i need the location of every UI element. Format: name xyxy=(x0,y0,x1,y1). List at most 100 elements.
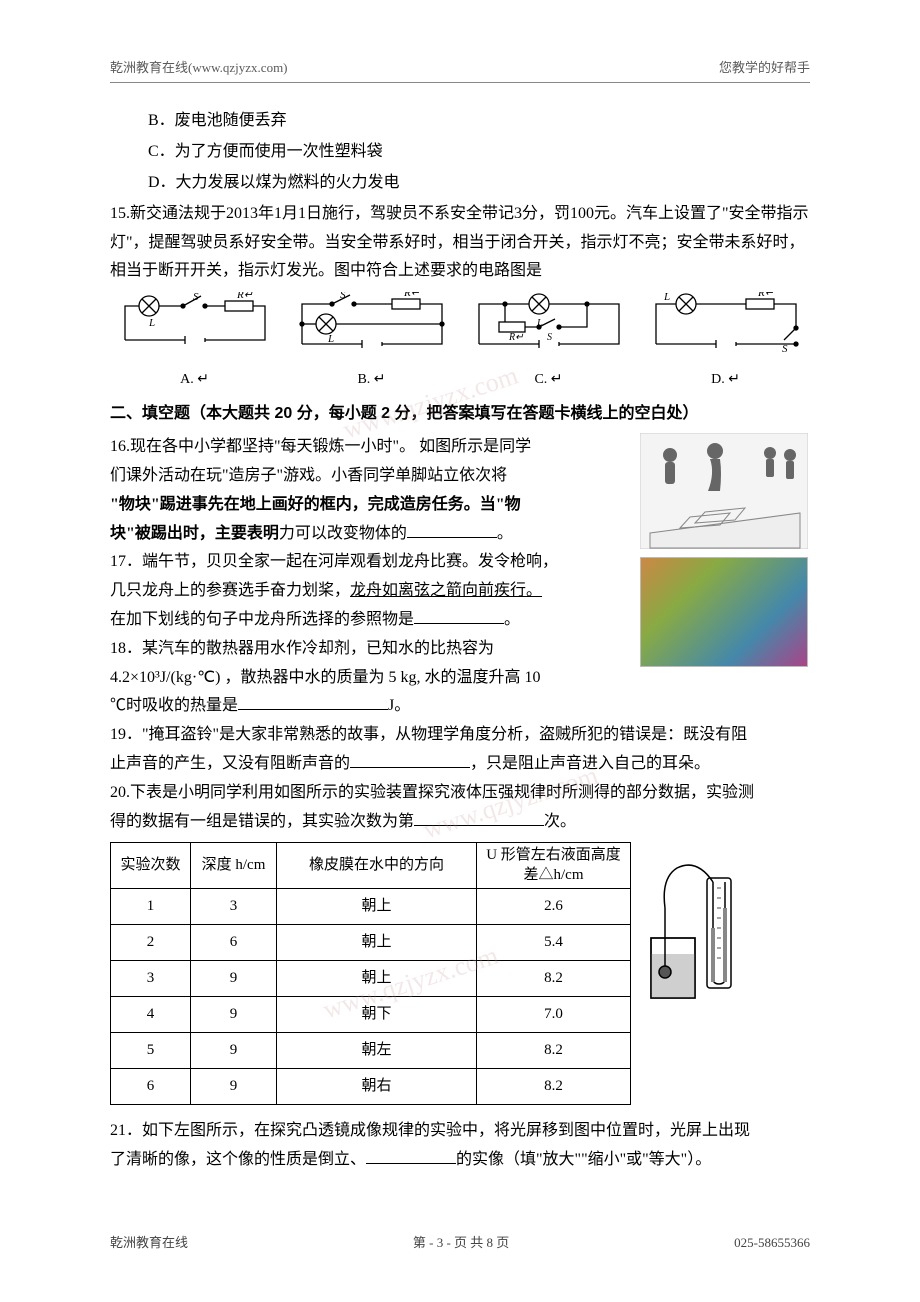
circuit-b: S R↵ L B. ↵ xyxy=(287,292,456,392)
circuit-d: L R↵ S D. ↵ xyxy=(641,292,810,392)
table-cell: 朝左 xyxy=(277,1033,477,1069)
q17-line3: 在加下划线的句子中龙舟所选择的参照物是。 xyxy=(110,606,630,635)
q20-blank xyxy=(414,810,544,826)
table-row: 59朝左8.2 xyxy=(111,1033,631,1069)
table-cell: 朝右 xyxy=(277,1069,477,1105)
table-cell: 3 xyxy=(191,889,277,925)
table-cell: 朝上 xyxy=(277,889,477,925)
header-divider xyxy=(110,82,810,83)
q14-option-d: D．大力发展以煤为燃料的火力发电 xyxy=(110,169,810,198)
table-cell: 朝上 xyxy=(277,961,477,997)
header-right: 您教学的好帮手 xyxy=(719,56,810,79)
text-column: 16.现在各中小学都坚持"每天锻炼一小时"。 如图所示是同学 们课外活动在玩"造… xyxy=(110,433,630,721)
table-cell: 8.2 xyxy=(477,1033,631,1069)
q19-line2: 止声音的产生，又没有阻断声音的，只是阻止声音进入自己的耳朵。 xyxy=(110,750,810,779)
circuit-a: L S R↵ A. ↵ xyxy=(110,292,279,392)
q20-data-table: 实验次数 深度 h/cm 橡皮膜在水中的方向 U 形管左右液面高度差△h/cm … xyxy=(110,842,631,1105)
table-cell: 7.0 xyxy=(477,997,631,1033)
circuit-b-label: B. ↵ xyxy=(357,367,385,392)
q21-line1: 21．如下左图所示，在探究凸透镜成像规律的实验中，将光屏移到图中位置时，光屏上出… xyxy=(110,1117,810,1146)
table-cell: 朝下 xyxy=(277,997,477,1033)
circuit-c-label: C. ↵ xyxy=(534,367,562,392)
table-cell: 4 xyxy=(111,997,191,1033)
q21-post: 的实像（填"放大""缩小"或"等大"）。 xyxy=(456,1151,711,1168)
header-left: 乾洲教育在线(www.qzjyzx.com) xyxy=(110,56,288,79)
q16-bold: "物块"踢进事先在地上画好的框内，完成造房任务。当"物 xyxy=(110,496,521,513)
table-row: 13朝上2.6 xyxy=(111,889,631,925)
q16-line3: "物块"踢进事先在地上画好的框内，完成造房任务。当"物 xyxy=(110,491,630,520)
section-2-title: 二、填空题（本大题共 20 分，每小题 2 分，把答案填写在答题卡横线上的空白处… xyxy=(110,400,810,429)
table-cell: 1 xyxy=(111,889,191,925)
page-footer: 乾洲教育在线 第 - 3 - 页 共 8 页 025-58655366 xyxy=(110,1231,810,1254)
q16-line4: 块"被踢出时，主要表明力可以改变物体的 。 xyxy=(110,520,630,549)
circuit-a-label: A. ↵ xyxy=(180,367,209,392)
footer-left: 乾洲教育在线 xyxy=(110,1231,188,1254)
svg-text:L: L xyxy=(536,318,543,329)
col-3: U 形管左右液面高度差△h/cm xyxy=(477,843,631,889)
table-body: 13朝上2.626朝上5.439朝上8.249朝下7.059朝左8.269朝右8… xyxy=(111,889,631,1105)
table-cell: 9 xyxy=(191,961,277,997)
q17-blank xyxy=(414,608,504,624)
table-cell: 8.2 xyxy=(477,1069,631,1105)
svg-text:R↵: R↵ xyxy=(757,292,774,299)
q16-line2: 们课外活动在玩"造房子"游戏。小香同学单脚站立依次将 xyxy=(110,462,630,491)
footer-right: 025-58655366 xyxy=(734,1231,810,1254)
q19-line1: 19．"掩耳盗铃"是大家非常熟悉的故事，从物理学角度分析，盗贼所犯的错误是：既没… xyxy=(110,721,810,750)
table-cell: 朝上 xyxy=(277,925,477,961)
circuit-diagrams-row: L S R↵ A. ↵ S R↵ L B. ↵ xyxy=(110,292,810,392)
q17-pre: 几只龙舟上的参赛选手奋力划桨， xyxy=(110,582,350,599)
q20-intro2-post: 次。 xyxy=(544,813,576,830)
svg-text:L: L xyxy=(327,333,334,345)
table-cell: 9 xyxy=(191,1069,277,1105)
q18-pre: ℃时吸收的热量是 xyxy=(110,697,238,714)
q16-line4-post: 力可以改变物体的 xyxy=(279,525,407,542)
q17-end: 。 xyxy=(504,611,520,628)
table-cell: 6 xyxy=(111,1069,191,1105)
svg-text:S: S xyxy=(193,292,199,303)
q14-option-b: B．废电池随便丢弃 xyxy=(110,107,810,136)
q20-intro2: 得的数据有一组是错误的，其实验次数为第次。 xyxy=(110,808,810,837)
side-image-column xyxy=(640,433,810,721)
circuit-c: L R↵ S C. ↵ xyxy=(464,292,633,392)
q18-post: J。 xyxy=(388,697,410,714)
svg-text:L: L xyxy=(663,292,670,303)
q19-blank xyxy=(350,752,470,768)
col-2: 橡皮膜在水中的方向 xyxy=(277,843,477,889)
circuit-c-svg: L R↵ S xyxy=(469,292,629,364)
circuit-d-svg: L R↵ S xyxy=(646,292,806,364)
q16-line4-pre: 块"被踢出时，主要表明 xyxy=(110,525,279,542)
q16-blank xyxy=(407,522,497,538)
table-header-row: 实验次数 深度 h/cm 橡皮膜在水中的方向 U 形管左右液面高度差△h/cm xyxy=(111,843,631,889)
circuit-b-svg: S R↵ L xyxy=(292,292,452,364)
table-cell: 5.4 xyxy=(477,925,631,961)
table-cell: 8.2 xyxy=(477,961,631,997)
q15-text: 15.新交通法规于2013年1月1日施行，驾驶员不系安全带记3分，罚100元。汽… xyxy=(110,200,810,286)
q16-end: 。 xyxy=(497,525,513,542)
table-cell: 9 xyxy=(191,1033,277,1069)
svg-text:S: S xyxy=(547,332,552,343)
q20-intro1: 20.下表是小明同学利用如图所示的实验装置探究液体压强规律时所测得的部分数据，实… xyxy=(110,779,810,808)
q17-line1: 17．端午节，贝贝全家一起在河岸观看划龙舟比赛。发令枪响， xyxy=(110,548,630,577)
q17-underline: 龙舟如离弦之箭向前疾行。 xyxy=(350,582,542,599)
q18-blank xyxy=(238,694,388,710)
svg-text:R↵: R↵ xyxy=(403,292,420,299)
q18-line3: ℃时吸收的热量是 J。 xyxy=(110,692,630,721)
q17-line2: 几只龙舟上的参赛选手奋力划桨，龙舟如离弦之箭向前疾行。 xyxy=(110,577,630,606)
table-row: 69朝右8.2 xyxy=(111,1069,631,1105)
circuit-d-label: D. ↵ xyxy=(711,367,740,392)
svg-text:L: L xyxy=(148,317,155,329)
svg-text:S: S xyxy=(782,343,788,355)
q19-post: ，只是阻止声音进入自己的耳朵。 xyxy=(470,755,710,772)
svg-text:R↵: R↵ xyxy=(236,292,253,301)
table-cell: 3 xyxy=(111,961,191,997)
q16-to-q18-block: 16.现在各中小学都坚持"每天锻炼一小时"。 如图所示是同学 们课外活动在玩"造… xyxy=(110,433,810,721)
svg-text:S: S xyxy=(340,292,346,301)
q20-table-area: 实验次数 深度 h/cm 橡皮膜在水中的方向 U 形管左右液面高度差△h/cm … xyxy=(110,836,810,1105)
pressure-device-illustration xyxy=(647,848,737,1029)
table-cell: 9 xyxy=(191,997,277,1033)
q21-pre: 了清晰的像，这个像的性质是倒立、 xyxy=(110,1151,366,1168)
table-cell: 6 xyxy=(191,925,277,961)
table-row: 26朝上5.4 xyxy=(111,925,631,961)
svg-text:R↵: R↵ xyxy=(508,332,524,343)
q14-option-c: C．为了方便而使用一次性塑料袋 xyxy=(110,138,810,167)
